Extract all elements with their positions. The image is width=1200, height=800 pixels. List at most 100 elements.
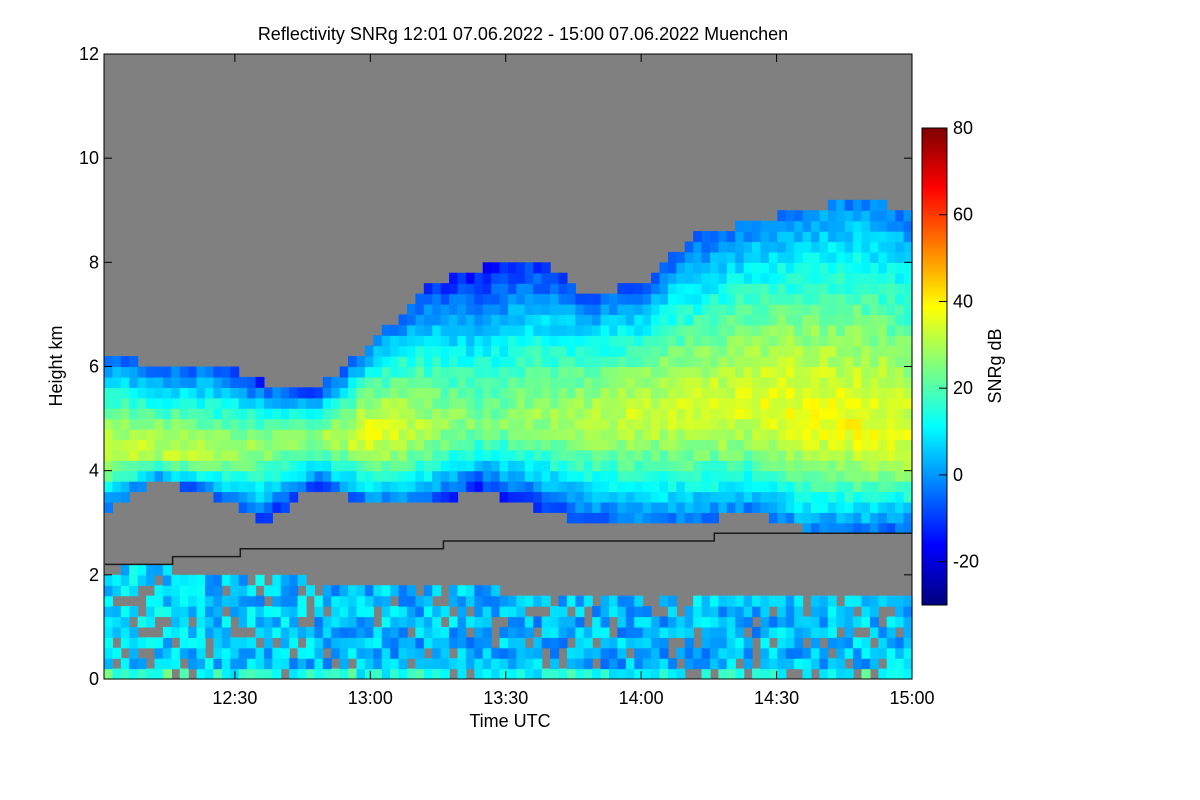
- heatmap-cell: [836, 262, 846, 274]
- heatmap-cell: [878, 356, 888, 368]
- heatmap-cell: [726, 616, 736, 628]
- heatmap-cell: [213, 647, 223, 659]
- heatmap-cell: [154, 429, 164, 441]
- heatmap-cell: [827, 231, 837, 243]
- heatmap-cell: [104, 460, 114, 472]
- heatmap-cell: [600, 595, 610, 607]
- heatmap-cell: [314, 460, 324, 472]
- heatmap-cell: [263, 512, 273, 524]
- heatmap-cell: [566, 366, 576, 378]
- heatmap-cell: [634, 429, 644, 441]
- heatmap-cell: [642, 304, 652, 316]
- heatmap-cell: [878, 449, 888, 461]
- heatmap-cell: [676, 283, 686, 295]
- heatmap-cell: [760, 241, 770, 253]
- heatmap-cell: [718, 449, 728, 461]
- heatmap-cell: [684, 314, 694, 326]
- heatmap-cell: [684, 335, 694, 347]
- heatmap-cell: [104, 658, 114, 670]
- heatmap-cell: [541, 293, 551, 305]
- heatmap-cell: [213, 449, 223, 461]
- heatmap-cell: [373, 418, 383, 430]
- heatmap-cell: [104, 606, 114, 618]
- heatmap-cell: [289, 491, 299, 503]
- heatmap-cell: [230, 606, 240, 618]
- heatmap-cell: [196, 574, 206, 586]
- heatmap-cell: [878, 324, 888, 336]
- heatmap-cell: [449, 335, 459, 347]
- heatmap-cell: [651, 335, 661, 347]
- heatmap-cell: [827, 387, 837, 399]
- heatmap-cell: [794, 449, 804, 461]
- heatmap-cell: [407, 449, 417, 461]
- heatmap-cell: [213, 606, 223, 618]
- heatmap-cell: [339, 616, 349, 628]
- heatmap-cell: [255, 616, 265, 628]
- heatmap-cell: [120, 564, 130, 576]
- heatmap-cell: [280, 637, 290, 649]
- heatmap-cell: [853, 314, 863, 326]
- heatmap-cell: [592, 314, 602, 326]
- heatmap-cell: [516, 429, 526, 441]
- heatmap-cell: [667, 626, 677, 638]
- heatmap-cell: [701, 376, 711, 388]
- heatmap-cell: [213, 491, 223, 503]
- heatmap-cell: [659, 491, 669, 503]
- heatmap-cell: [811, 647, 821, 659]
- heatmap-cell: [314, 387, 324, 399]
- heatmap-cell: [726, 668, 736, 680]
- heatmap-cell: [558, 470, 568, 482]
- heatmap-cell: [137, 668, 147, 680]
- heatmap-cell: [550, 616, 560, 628]
- heatmap-cell: [230, 491, 240, 503]
- heatmap-cell: [407, 481, 417, 493]
- heatmap-cell: [785, 356, 795, 368]
- heatmap-cell: [314, 647, 324, 659]
- heatmap-cell: [407, 387, 417, 399]
- heatmap-cell: [221, 595, 231, 607]
- heatmap-cell: [322, 376, 332, 388]
- heatmap-cell: [693, 314, 703, 326]
- heatmap-cell: [768, 283, 778, 295]
- heatmap-cell: [297, 429, 307, 441]
- heatmap-cell: [247, 668, 257, 680]
- heatmap-cell: [861, 449, 871, 461]
- heatmap-cell: [735, 668, 745, 680]
- heatmap-cell: [566, 647, 576, 659]
- x-tick-label: 14:00: [619, 688, 664, 708]
- heatmap-cell: [137, 449, 147, 461]
- heatmap-cell: [827, 272, 837, 284]
- heatmap-cell: [701, 470, 711, 482]
- heatmap-cell: [836, 366, 846, 378]
- heatmap-cell: [499, 491, 509, 503]
- heatmap-cell: [499, 366, 509, 378]
- heatmap-cell: [280, 626, 290, 638]
- heatmap-cell: [819, 460, 829, 472]
- heatmap-cell: [811, 626, 821, 638]
- heatmap-cell: [625, 283, 635, 295]
- heatmap-cell: [516, 491, 526, 503]
- heatmap-cell: [642, 345, 652, 357]
- heatmap-cell: [861, 470, 871, 482]
- heatmap-cell: [508, 262, 518, 274]
- heatmap-cell: [735, 408, 745, 420]
- heatmap-cell: [398, 314, 408, 326]
- heatmap-cell: [819, 283, 829, 295]
- heatmap-cell: [179, 647, 189, 659]
- heatmap-cell: [339, 460, 349, 472]
- heatmap-cell: [474, 418, 484, 430]
- heatmap-cell: [667, 272, 677, 284]
- heatmap-cell: [331, 439, 341, 451]
- heatmap-cell: [171, 376, 181, 388]
- heatmap-cell: [642, 668, 652, 680]
- heatmap-cell: [853, 449, 863, 461]
- heatmap-cell: [760, 668, 770, 680]
- heatmap-cell: [154, 439, 164, 451]
- heatmap-cell: [802, 429, 812, 441]
- heatmap-cell: [869, 356, 879, 368]
- heatmap-cell: [120, 585, 130, 597]
- heatmap-cell: [634, 501, 644, 513]
- heatmap-cell: [903, 647, 913, 659]
- heatmap-cell: [508, 491, 518, 503]
- heatmap-cell: [869, 470, 879, 482]
